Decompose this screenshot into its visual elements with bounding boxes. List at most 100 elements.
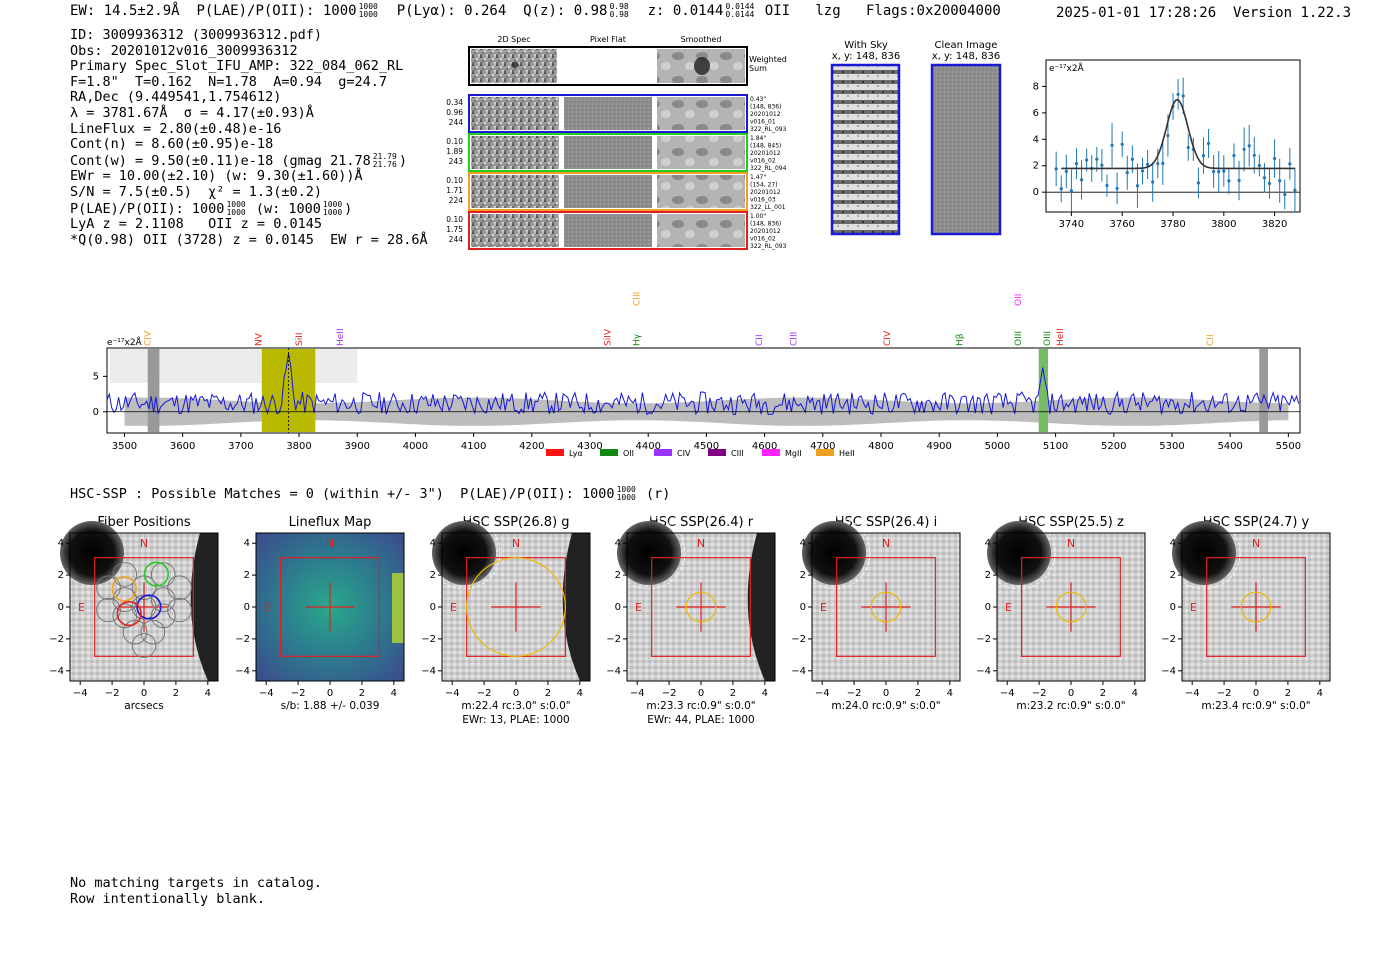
hsc-xtick-label: 2 <box>545 688 551 699</box>
spectrum-xtick-label: 5100 <box>1043 441 1068 452</box>
hsc-xtick-label: 0 <box>1068 688 1074 699</box>
line-zoom-chart: e⁻¹⁷x2Å 3740 3760 3780 3800 3820 0 2 4 6 8 <box>1033 59 1301 230</box>
compass-east: E <box>450 601 457 614</box>
info-lineflux: LineFlux = 2.80(±0.48)e-16 <box>70 120 282 137</box>
cutout-right-value: 1.47" <box>750 174 766 181</box>
hsc-ytick-label: 0 <box>58 602 64 613</box>
hsc-xtick-label: −2 <box>1032 688 1047 699</box>
hsc-xtick-label: 2 <box>915 688 921 699</box>
fiber-circle <box>112 587 138 612</box>
zoom-point <box>1095 157 1099 161</box>
with-sky-image <box>830 63 901 236</box>
zoom-point <box>1064 169 1068 173</box>
fiber-orange <box>111 576 137 602</box>
detection-info: ID: 3009936312 (3009936312.pdf) Obs: 202… <box>70 27 428 248</box>
aperture-circle <box>1055 591 1087 623</box>
weighted-label-1: Weighted <box>749 55 787 64</box>
hsc-xtick-label: 2 <box>1285 688 1291 699</box>
hsc-ytick-label: 4 <box>430 538 436 549</box>
hsc-caption: m:23.2 rc:0.9" s:0.0" <box>1016 700 1125 712</box>
hsc-ytick-label: 4 <box>800 538 806 549</box>
info-q: *Q(0.98) OII (3728) z = 0.0145 EW r = 28… <box>70 231 428 248</box>
spectrum-line-label: CII <box>1206 334 1216 346</box>
spectrum-legend-label: MgII <box>785 449 802 458</box>
spectrum-xtick-label: 5300 <box>1159 441 1184 452</box>
hsc-ytick-label: −4 <box>421 666 436 677</box>
hsc-image <box>70 533 218 681</box>
spectrum-line-label: SiIV <box>603 328 613 346</box>
spectrum-legend-swatch <box>654 449 672 456</box>
lineflux-map-image <box>256 533 404 681</box>
zoom-point <box>1267 181 1272 186</box>
hsc-ytick-label: 2 <box>1170 570 1176 581</box>
spectrum-ytick-label: 5 <box>93 371 99 382</box>
compass-north: N <box>882 537 890 550</box>
spectrum-xtick-label: 4800 <box>868 441 893 452</box>
spectrum-legend-label: CIV <box>677 449 691 458</box>
aperture-circle <box>1240 591 1272 623</box>
cutout-left-value: 1.75 <box>446 225 463 234</box>
spectrum-line-label: NV <box>254 332 264 346</box>
hsc-ytick-label: −4 <box>791 666 806 677</box>
cutout-left-value: 0.34 <box>446 98 463 107</box>
fiber-green <box>143 561 169 587</box>
zoom-point <box>1166 133 1170 138</box>
spectrum-xtick-label: 4300 <box>577 441 602 452</box>
hsc-xtick-label: −2 <box>291 688 306 699</box>
cutout-right-value: v016_03 <box>750 197 776 204</box>
hsc-ytick-label: 0 <box>985 602 991 613</box>
bright-star <box>802 521 866 585</box>
info-lya: LyA z = 2.1108 OII z = 0.0145 <box>70 216 322 233</box>
compass-east: E <box>635 601 642 614</box>
fiber-circle <box>131 594 157 620</box>
bright-star <box>617 521 681 585</box>
header-q-frac: 0.98 0.98 <box>609 2 629 19</box>
hsc-xtick-label: −4 <box>630 688 645 699</box>
zoom-point <box>1151 180 1155 184</box>
header-datetime-version: 2025-01-01 17:28:26 Version 1.22.3 <box>1056 5 1351 21</box>
hsc-panel: HSC SSP(26.4) i N E −4 −4 −2 −2 0 0 2 2 4 4 m:24.0 rc… <box>791 515 961 712</box>
cutout-left-value: 224 <box>449 196 464 205</box>
hsc-caption: m:23.4 rc:0.9" s:0.0" <box>1201 700 1310 712</box>
hsc-ytick-label: −2 <box>1161 634 1176 645</box>
spectrum-line-label: CIV <box>144 330 154 346</box>
spectrum-fit-window <box>261 349 316 432</box>
header-datetime: 2025-01-01 17:28:26 <box>1056 5 1217 21</box>
zoom-point <box>1125 171 1129 175</box>
zoom-point <box>1100 163 1104 167</box>
weighted-sum-row: Weighted Sum <box>468 46 787 86</box>
clean-image <box>930 63 1002 236</box>
full-spectrum-chart: CIV NV SiII HeII CIII SiIV Hγ CII CIII CIV Hβ OII OI… <box>93 292 1301 458</box>
spectrum-xtick-label: 3900 <box>345 441 370 452</box>
fiber-circle <box>96 575 121 601</box>
star-mask-circle <box>427 516 501 590</box>
hsc-ytick-label: 0 <box>800 602 806 613</box>
zoom-point <box>1262 176 1267 180</box>
zoom-point <box>1054 167 1058 171</box>
zoom-ytick-label: 6 <box>1033 108 1039 119</box>
spectrum-line-label: CIII <box>790 332 800 346</box>
spectrum-xtick-label: 5000 <box>985 441 1010 452</box>
spectrum-legend-label: Lyα <box>569 449 583 458</box>
hsc-ytick-label: 4 <box>244 538 250 549</box>
cutout-pixelflat <box>564 136 652 169</box>
spectrum-band-highlight <box>109 349 358 383</box>
spectrum-error-band <box>124 397 1289 426</box>
hsc-image <box>442 533 590 681</box>
cutout-left-value: 1.71 <box>446 186 463 195</box>
hsc-ytick-label: 4 <box>985 538 991 549</box>
zoom-point <box>1293 188 1297 192</box>
zoom-ytick-label: 8 <box>1033 81 1039 92</box>
hsc-image <box>812 533 960 681</box>
hsc-xtick-label: −4 <box>259 688 274 699</box>
zoom-point <box>1156 161 1160 166</box>
search-box <box>94 557 194 657</box>
spectrum-xtick-label: 3700 <box>228 441 253 452</box>
hsc-xtick-label: 2 <box>730 688 736 699</box>
bright-star <box>60 521 124 585</box>
header-plya: P(Lyα): 0.264 <box>396 3 507 19</box>
hsc-caption-2: EWr: 44, PLAE: 1000 <box>647 714 754 726</box>
cutout-2dspec <box>471 136 559 169</box>
spectrum-flux-line <box>106 353 1300 416</box>
